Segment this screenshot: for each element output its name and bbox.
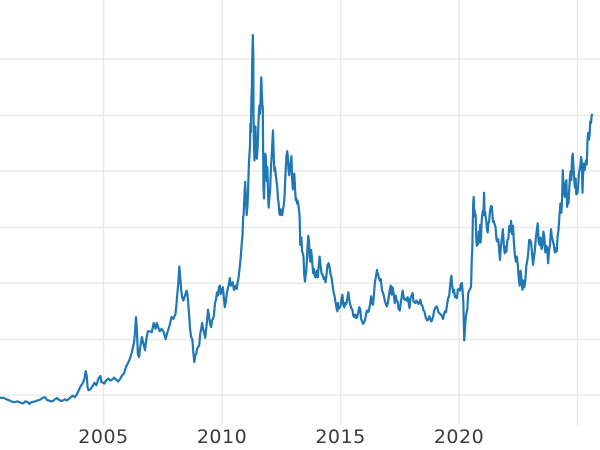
x-tick-label-2015: 2015 bbox=[315, 426, 366, 448]
x-tick-label-2005: 2005 bbox=[78, 426, 129, 448]
x-tick-label-2020: 2020 bbox=[433, 426, 485, 448]
x-tick-label-2010: 2010 bbox=[196, 426, 248, 448]
price-line-series bbox=[0, 33, 594, 405]
